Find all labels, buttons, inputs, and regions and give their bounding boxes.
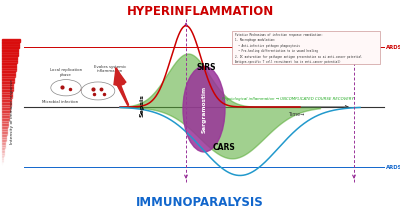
Polygon shape — [2, 143, 5, 144]
Polygon shape — [2, 111, 10, 112]
Ellipse shape — [183, 66, 225, 152]
Polygon shape — [2, 77, 14, 79]
Polygon shape — [114, 68, 128, 104]
Polygon shape — [2, 103, 11, 104]
Text: Microbial infection: Microbial infection — [42, 100, 78, 104]
Polygon shape — [2, 112, 10, 114]
Polygon shape — [2, 135, 6, 137]
Polygon shape — [2, 127, 8, 128]
Polygon shape — [2, 47, 19, 48]
Polygon shape — [2, 141, 5, 143]
Polygon shape — [2, 149, 4, 151]
Polygon shape — [2, 79, 14, 80]
Polygon shape — [2, 43, 19, 45]
Text: CARS: CARS — [213, 143, 235, 152]
Polygon shape — [2, 48, 18, 50]
Polygon shape — [2, 51, 18, 53]
Polygon shape — [2, 92, 12, 93]
Polygon shape — [2, 101, 11, 103]
Polygon shape — [2, 55, 18, 56]
Polygon shape — [2, 58, 17, 59]
Polygon shape — [2, 95, 12, 96]
Text: Time→: Time→ — [288, 112, 304, 117]
Text: Evokes systemic
inflammation: Evokes systemic inflammation — [94, 65, 126, 73]
Polygon shape — [2, 90, 12, 92]
Polygon shape — [2, 100, 11, 101]
Polygon shape — [2, 83, 14, 85]
Polygon shape — [2, 146, 5, 148]
Text: Sepsis: Sepsis — [140, 95, 144, 117]
Bar — [232, 31, 380, 64]
Polygon shape — [2, 128, 7, 130]
Text: Local replication
phase: Local replication phase — [50, 68, 82, 77]
Text: Putative Mechanisms of infection response remediation:
1. Macrophage modulation:: Putative Mechanisms of infection respons… — [235, 33, 362, 64]
Polygon shape — [2, 124, 8, 125]
Polygon shape — [2, 71, 15, 72]
Polygon shape — [2, 116, 9, 117]
Polygon shape — [2, 151, 4, 152]
Polygon shape — [2, 120, 8, 122]
Polygon shape — [2, 107, 10, 109]
Polygon shape — [2, 125, 8, 127]
Polygon shape — [2, 130, 7, 132]
Polygon shape — [2, 72, 15, 74]
Polygon shape — [2, 66, 16, 67]
Polygon shape — [2, 85, 13, 87]
Polygon shape — [2, 138, 6, 140]
Polygon shape — [2, 106, 10, 107]
Polygon shape — [2, 82, 14, 83]
Text: IMMUNOPARALYSIS: IMMUNOPARALYSIS — [136, 196, 264, 209]
Polygon shape — [2, 137, 6, 138]
Polygon shape — [2, 39, 20, 40]
Circle shape — [81, 82, 115, 100]
Polygon shape — [2, 56, 17, 58]
Polygon shape — [2, 64, 16, 66]
Polygon shape — [2, 122, 8, 124]
Polygon shape — [2, 114, 9, 116]
Polygon shape — [2, 156, 3, 157]
Polygon shape — [2, 119, 8, 120]
Polygon shape — [2, 42, 19, 43]
Polygon shape — [2, 140, 6, 141]
Polygon shape — [2, 98, 12, 100]
Text: SIRS: SIRS — [196, 63, 216, 72]
Polygon shape — [2, 152, 4, 154]
Polygon shape — [2, 87, 13, 88]
Polygon shape — [2, 148, 4, 149]
Polygon shape — [2, 40, 20, 42]
Polygon shape — [2, 154, 4, 156]
Polygon shape — [2, 88, 13, 90]
Polygon shape — [2, 144, 5, 146]
Circle shape — [51, 80, 81, 96]
Polygon shape — [2, 76, 14, 77]
Polygon shape — [2, 69, 16, 71]
Polygon shape — [2, 59, 17, 61]
Polygon shape — [2, 50, 18, 51]
Polygon shape — [2, 104, 10, 106]
Polygon shape — [2, 45, 19, 47]
Text: Physiological inflammation → UNCOMPLICATED COURSE RECOVERY: Physiological inflammation → UNCOMPLICAT… — [222, 97, 354, 101]
Polygon shape — [2, 96, 12, 98]
Text: Sargramostim: Sargramostim — [202, 86, 206, 133]
Polygon shape — [2, 132, 7, 133]
Text: ARDS/MODS: ARDS/MODS — [386, 45, 400, 50]
Polygon shape — [2, 63, 16, 64]
Polygon shape — [2, 157, 3, 159]
Polygon shape — [2, 74, 15, 75]
Text: Intensity of immune response: Intensity of immune response — [10, 79, 14, 144]
Polygon shape — [2, 80, 14, 82]
Polygon shape — [2, 117, 9, 119]
Polygon shape — [2, 109, 10, 111]
Polygon shape — [2, 67, 16, 69]
Polygon shape — [2, 93, 12, 95]
Polygon shape — [2, 53, 18, 55]
Text: ARDS/MODS: ARDS/MODS — [386, 164, 400, 169]
Text: HYPERINFLAMMATION: HYPERINFLAMMATION — [126, 5, 274, 18]
Polygon shape — [2, 133, 6, 135]
Polygon shape — [2, 61, 17, 63]
